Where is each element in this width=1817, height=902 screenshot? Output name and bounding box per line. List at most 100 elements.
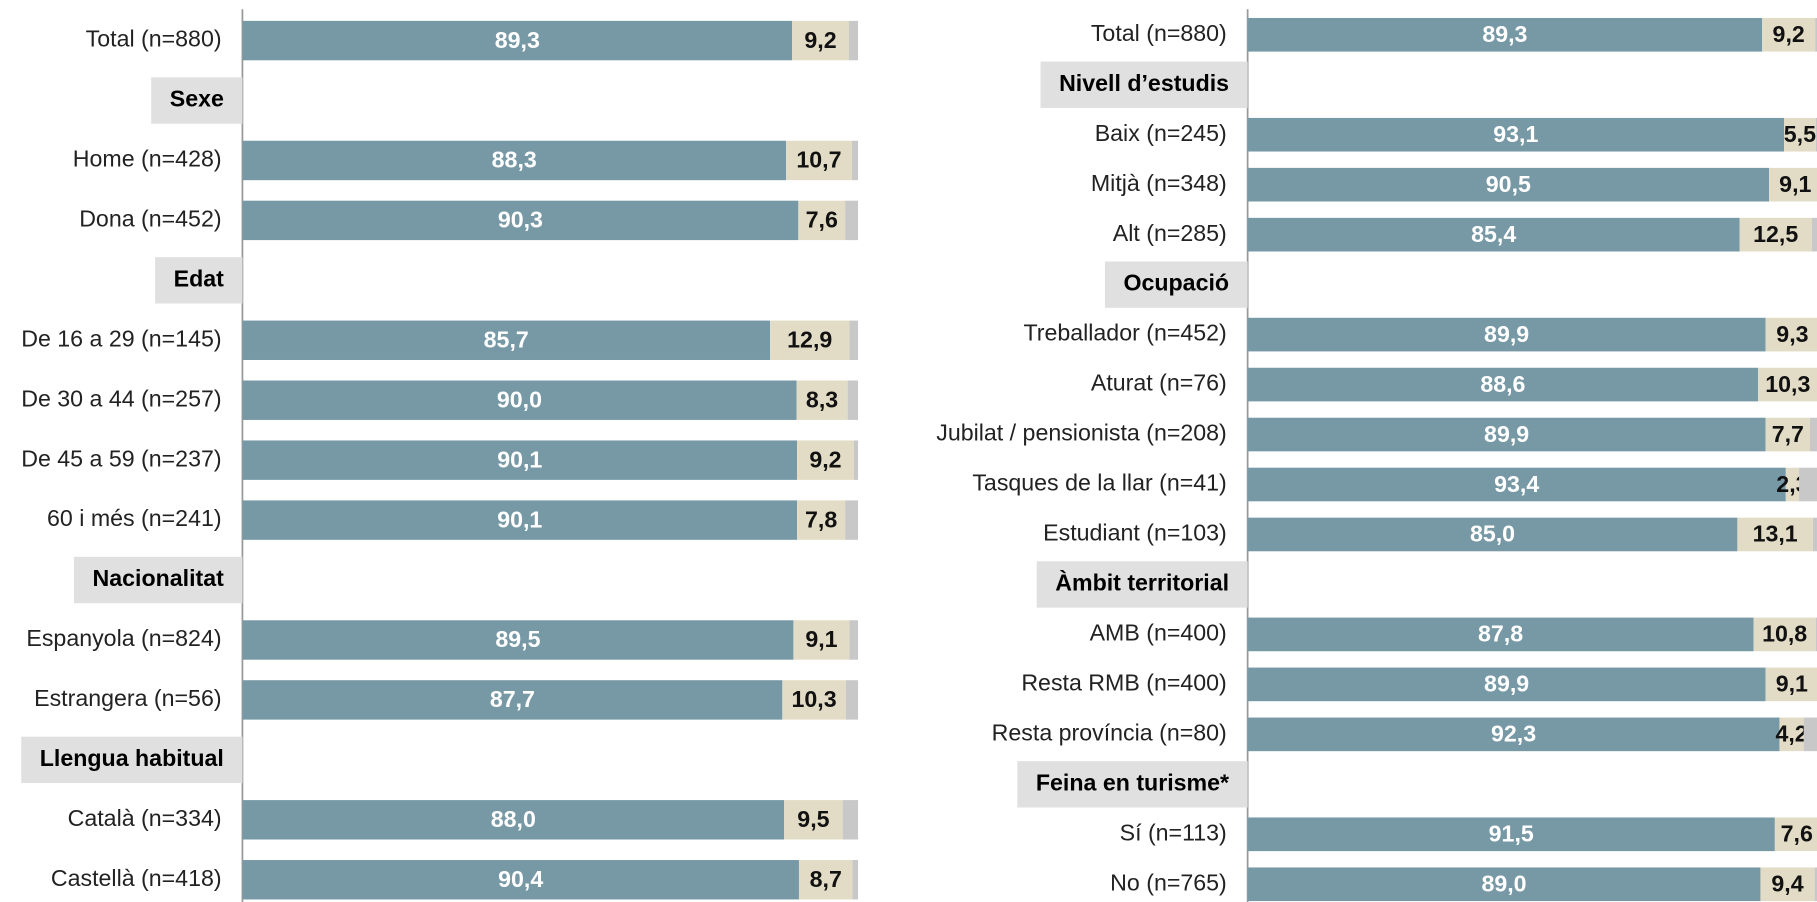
value-label: 7,6: [1781, 821, 1813, 847]
value-label: 9,2: [804, 27, 836, 53]
bar-segment: [793, 620, 850, 660]
bar-segment: [1247, 417, 1766, 452]
group-header: Feina en turisme*: [1036, 769, 1229, 795]
group-header-box: [21, 736, 243, 784]
bar-segment: [1765, 667, 1817, 702]
bar-segment: [242, 440, 798, 480]
bar-segment: [242, 500, 798, 540]
bar-segment: [242, 20, 793, 61]
bar-segment: [1739, 217, 1812, 252]
bar-segment: [786, 140, 852, 181]
bar-segment: [853, 440, 859, 480]
bar-segment: [242, 680, 783, 720]
value-label: 90,1: [497, 446, 542, 472]
group-header: Àmbit territorial: [1055, 569, 1229, 596]
value-label: 88,6: [1480, 371, 1525, 397]
bar-segment: [242, 860, 799, 900]
category-label: Baix (n=245): [1095, 120, 1227, 146]
value-label: 8,3: [806, 387, 838, 413]
group-header-box: [1017, 761, 1248, 808]
panel: Total (n=880) 89,3 9,2 Nivell d’estudis Baix…: [936, 9, 1817, 902]
category-label: Tasques de la llar (n=41): [972, 470, 1226, 496]
bar-segment: [1799, 467, 1817, 502]
value-label: 90,3: [498, 207, 543, 233]
bar-segment: [1803, 717, 1817, 752]
value-label: 90,1: [497, 506, 542, 532]
value-label: 85,4: [1471, 221, 1516, 247]
value-label: 4,2: [1775, 721, 1807, 747]
category-label: Treballador (n=452): [1023, 320, 1226, 346]
value-label: 10,8: [1762, 621, 1807, 647]
group-header: Edat: [174, 265, 224, 291]
bar-segment: [1247, 17, 1763, 52]
value-label: 5,5: [1784, 121, 1816, 147]
bar-segment: [1247, 867, 1761, 902]
value-label: 89,3: [495, 27, 540, 53]
bar-segment: [1762, 17, 1816, 52]
bar-segment: [1247, 317, 1766, 352]
category-label: Alt (n=285): [1113, 220, 1227, 246]
bar-segment: [1815, 117, 1817, 152]
group-header: Ocupació: [1123, 270, 1229, 296]
category-label: Total (n=880): [86, 26, 222, 52]
value-label: 9,2: [809, 446, 841, 472]
bar-segment: [1247, 717, 1780, 752]
category-label: Sí (n=113): [1120, 819, 1227, 845]
value-label: 90,5: [1486, 171, 1531, 197]
bar-segment: [1769, 167, 1817, 202]
bar-segment: [845, 680, 859, 720]
category-label: De 16 a 29 (n=145): [21, 325, 221, 351]
value-label: 93,4: [1494, 471, 1539, 497]
bar-segment: [770, 320, 850, 360]
bar-segment: [1812, 517, 1817, 552]
bar-segment: [782, 680, 846, 720]
value-label: 89,9: [1484, 671, 1529, 697]
bar-segment: [798, 860, 853, 900]
category-label: 60 i més (n=241): [47, 505, 222, 531]
category-label: Resta província (n=80): [992, 719, 1227, 745]
value-label: 93,1: [1493, 121, 1538, 147]
bar-segment: [1247, 817, 1775, 852]
bar-segment: [1784, 117, 1816, 152]
category-label: Castellà (n=418): [51, 865, 222, 891]
bar-segment: [1765, 417, 1811, 452]
value-label: 9,2: [1773, 21, 1805, 47]
bar-segment: [797, 440, 854, 480]
bar-segment: [1779, 717, 1804, 752]
group-header-box: [73, 556, 243, 604]
value-label: 12,5: [1753, 221, 1798, 247]
value-label: 85,0: [1470, 521, 1515, 547]
value-label: 10,7: [796, 147, 841, 173]
value-label: 9,1: [805, 626, 837, 652]
panel: Total (n=880) 89,3 9,2 Sexe Home (n=428) 88,3…: [21, 9, 859, 902]
value-label: 13,1: [1753, 521, 1798, 547]
category-label: Català (n=334): [68, 805, 222, 831]
bar-segment: [242, 200, 799, 241]
group-header-box: [151, 77, 243, 124]
value-label: 9,3: [1776, 321, 1808, 347]
category-label: Jubilat / pensionista (n=208): [936, 420, 1226, 446]
bar-segment: [851, 140, 859, 181]
bar-segment: [1247, 367, 1759, 402]
value-label: 85,7: [484, 327, 529, 353]
bar-segment: [848, 20, 859, 61]
bar-segment: [1247, 117, 1785, 152]
category-label: Estrangera (n=56): [34, 685, 221, 711]
value-label: 8,7: [810, 866, 842, 892]
group-header: Nacionalitat: [93, 565, 225, 591]
value-label: 7,6: [806, 207, 838, 233]
category-label: Dona (n=452): [79, 206, 221, 232]
bar-segment: [242, 380, 797, 420]
value-label: 89,0: [1481, 871, 1526, 897]
value-label: 92,3: [1491, 721, 1536, 747]
value-label: 7,7: [1772, 421, 1804, 447]
value-label: 9,1: [1776, 671, 1808, 697]
value-label: 87,8: [1478, 621, 1523, 647]
bar-segment: [845, 200, 859, 241]
value-label: 88,3: [492, 147, 537, 173]
bar-segment: [1753, 617, 1816, 652]
value-label: 88,0: [491, 806, 536, 832]
value-label: 9,4: [1771, 871, 1803, 897]
value-label: 10,3: [1765, 371, 1810, 397]
